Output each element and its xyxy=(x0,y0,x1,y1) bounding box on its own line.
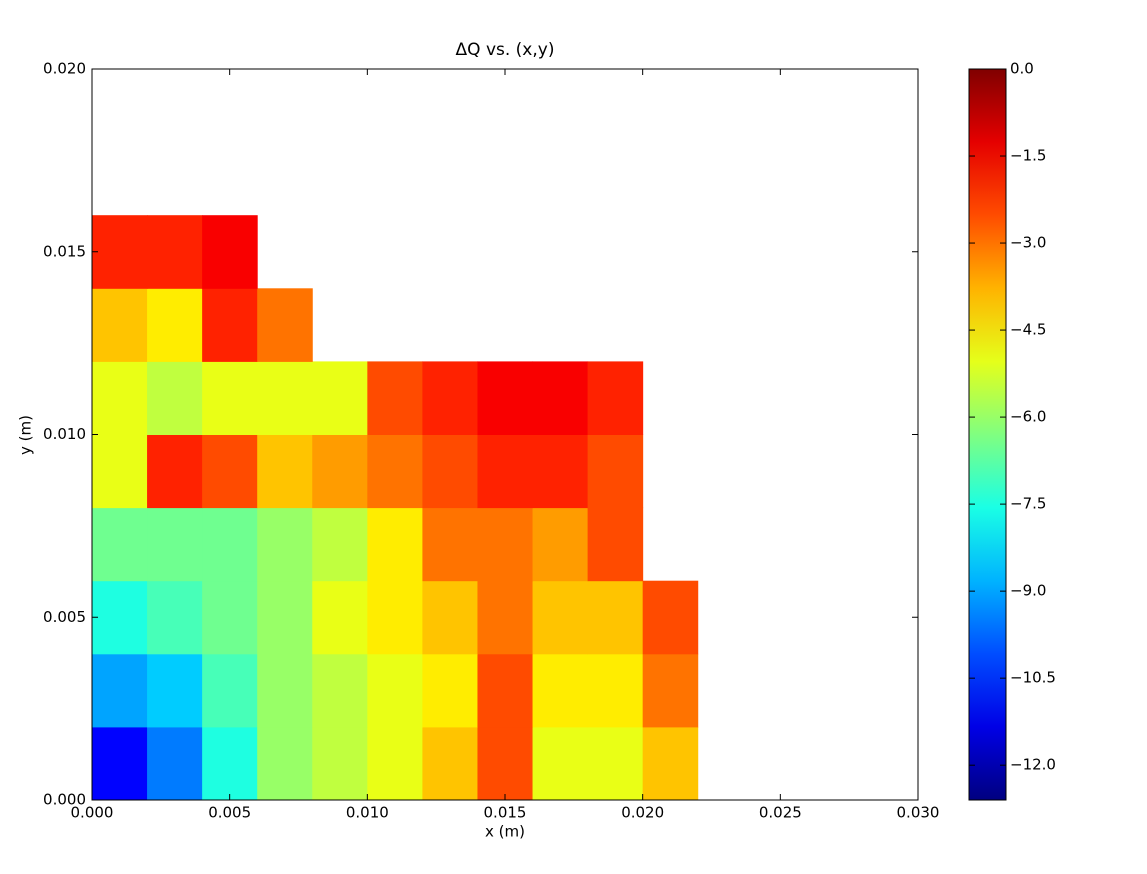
heatmap-cell xyxy=(312,580,368,655)
colorbar-tick-label: −9.0 xyxy=(1010,582,1046,600)
heatmap-cell xyxy=(422,361,478,435)
heatmap-cell xyxy=(202,726,258,801)
heatmap-cell xyxy=(532,580,589,655)
heatmap-cell xyxy=(257,580,313,655)
y-axis-label: y (m) xyxy=(17,415,35,455)
x-tick-label: 0.020 xyxy=(621,804,664,822)
x-axis-label: x (m) xyxy=(485,823,525,841)
heatmap-cell xyxy=(147,215,203,289)
heatmap-cell xyxy=(202,653,258,728)
heatmap-cell xyxy=(477,434,534,509)
heatmap-cell xyxy=(477,726,534,801)
heatmap-cell xyxy=(422,580,478,655)
y-tick-label: 0.000 xyxy=(43,791,86,809)
x-tick-label: 0.015 xyxy=(484,804,527,822)
heatmap-cell xyxy=(147,507,203,582)
heatmap-cell xyxy=(257,653,313,728)
y-tick-label: 0.010 xyxy=(43,425,86,443)
heatmap-cell xyxy=(202,361,258,435)
y-tick-label: 0.015 xyxy=(43,242,86,260)
heatmap-cell xyxy=(257,361,313,435)
heatmap-cell xyxy=(147,653,203,728)
heatmap-cell xyxy=(532,726,589,801)
heatmap-cell xyxy=(367,580,423,655)
heatmap-cell xyxy=(532,653,589,728)
heatmap-cell xyxy=(147,726,203,801)
heatmap-cell xyxy=(367,653,423,728)
heatmap-cell xyxy=(367,726,423,801)
y-tick-label: 0.005 xyxy=(43,608,86,626)
heatmap-cell xyxy=(257,726,313,801)
heatmap-cell xyxy=(367,434,423,509)
heatmap-cell xyxy=(147,288,203,362)
heatmap-cell xyxy=(312,361,368,435)
heatmap-cell xyxy=(92,361,148,435)
heatmap-cell xyxy=(92,288,148,362)
heatmap-cell xyxy=(312,434,368,509)
heatmap-cell xyxy=(202,288,258,362)
heatmap-cell xyxy=(92,726,148,801)
heatmap-cell xyxy=(312,726,368,801)
colorbar xyxy=(968,68,1007,801)
heatmap-cell xyxy=(587,434,644,509)
heatmap-cell xyxy=(92,653,148,728)
heatmap-cell xyxy=(532,507,589,582)
heatmap-cell xyxy=(422,726,478,801)
colorbar-tick-label: −1.5 xyxy=(1010,147,1046,165)
heatmap-cell xyxy=(92,434,148,509)
colorbar-tick-label: −10.5 xyxy=(1010,669,1056,687)
heatmap-cell xyxy=(202,434,258,509)
heatmap-cell xyxy=(532,434,589,509)
colorbar-tick-label: −4.5 xyxy=(1010,321,1046,339)
heatmap-cell xyxy=(642,653,699,728)
x-tick-label: 0.010 xyxy=(346,804,389,822)
heatmap-cell xyxy=(422,653,478,728)
heatmap-cell xyxy=(202,507,258,582)
colorbar-tick-label: −6.0 xyxy=(1010,408,1046,426)
heatmap-cell xyxy=(367,507,423,582)
heatmap-cell xyxy=(477,361,534,435)
heatmap-cell xyxy=(147,580,203,655)
heatmap-cell xyxy=(147,361,203,435)
heatmap-cell xyxy=(147,434,203,509)
heatmap-cell xyxy=(312,653,368,728)
heatmap-cell xyxy=(92,215,148,289)
heatmap-cell xyxy=(257,288,313,362)
heatmap-cell xyxy=(422,434,478,509)
heatmap-cell xyxy=(642,580,699,655)
colorbar-tick-label: −3.0 xyxy=(1010,234,1046,252)
heatmap-cell xyxy=(257,507,313,582)
heatmap-cell xyxy=(422,507,478,582)
heatmap-cell xyxy=(477,653,534,728)
x-tick-label: 0.005 xyxy=(208,804,251,822)
heatmap-cell xyxy=(587,580,644,655)
x-tick-label: 0.030 xyxy=(897,804,940,822)
heatmap-cell xyxy=(92,580,148,655)
heatmap-cell xyxy=(202,215,258,289)
y-tick-label: 0.020 xyxy=(43,60,86,78)
heatmap-cell xyxy=(642,726,699,801)
colorbar-tick-label: −7.5 xyxy=(1010,495,1046,513)
heatmap-cell xyxy=(587,361,644,435)
heatmap-cell xyxy=(587,507,644,582)
heatmap-cell xyxy=(477,580,534,655)
x-tick-label: 0.000 xyxy=(71,804,114,822)
heatmap-cell xyxy=(257,434,313,509)
heatmap-cell xyxy=(92,507,148,582)
colorbar-tick-label: 0.0 xyxy=(1010,60,1034,78)
heatmap-cell xyxy=(367,361,423,435)
heatmap-cell xyxy=(587,653,644,728)
colorbar-tick-label: −12.0 xyxy=(1010,756,1056,774)
heatmap-cell xyxy=(312,507,368,582)
heatmap-cell xyxy=(202,580,258,655)
heatmap-cell xyxy=(477,507,534,582)
heatmap-cell xyxy=(532,361,589,435)
chart-title: ΔQ vs. (x,y) xyxy=(456,40,555,60)
heatmap-cell xyxy=(587,726,644,801)
x-tick-label: 0.025 xyxy=(759,804,802,822)
